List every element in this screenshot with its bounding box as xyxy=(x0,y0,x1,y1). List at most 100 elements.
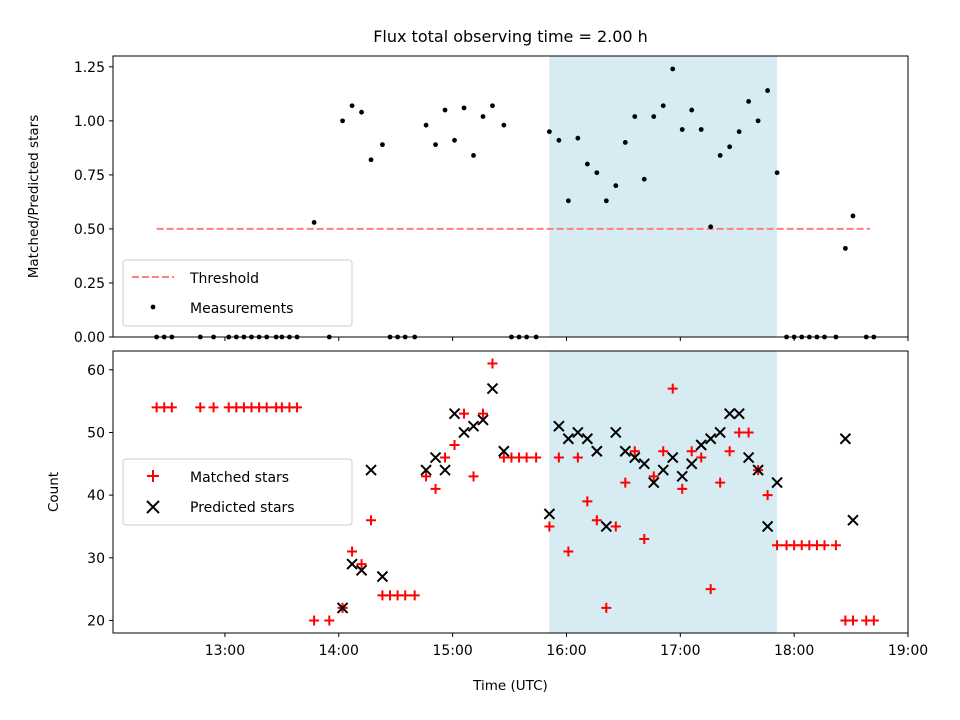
count-panel-ticks: 20 30 40 50 60 13:00 14:00 15:00 16:00 17:00 18:00… xyxy=(87,363,928,659)
measurement-point xyxy=(765,88,770,93)
predicted-star-point xyxy=(581,433,594,445)
matched-star-point xyxy=(648,471,659,482)
matched-star-point xyxy=(400,590,411,601)
predicted-star-point xyxy=(365,464,377,476)
predicted-star-point xyxy=(714,426,726,439)
measurement-point xyxy=(461,105,467,111)
predicted-stars-points xyxy=(336,382,859,614)
measurement-point xyxy=(632,114,638,119)
predicted-star-point xyxy=(610,426,622,439)
matched-star-point xyxy=(409,590,420,601)
x-tick-label: 13:00 xyxy=(205,643,245,659)
matched-star-point xyxy=(601,602,612,613)
matched-star-point xyxy=(572,452,583,463)
measurement-point xyxy=(708,224,714,230)
matched-star-point xyxy=(868,615,879,626)
legend-measurements-swatch xyxy=(150,304,156,310)
matched-star-point xyxy=(487,358,498,369)
count-y-tick-label: 20 xyxy=(87,613,105,629)
matched-star-point xyxy=(459,408,470,419)
predicted-star-point xyxy=(676,470,688,483)
predicted-star-point xyxy=(648,476,660,489)
predicted-star-point xyxy=(420,464,432,476)
predicted-star-point xyxy=(695,439,707,451)
measurement-point xyxy=(490,103,495,109)
measurement-point xyxy=(736,129,742,135)
matched-star-point xyxy=(610,521,621,532)
matched-star-point xyxy=(629,446,640,457)
x-tick-label: 19:00 xyxy=(888,643,928,659)
matched-star-point xyxy=(553,452,564,463)
ratio-legend: Threshold Measurements xyxy=(122,259,353,327)
predicted-star-point xyxy=(629,451,641,464)
count-panel-frame xyxy=(112,350,909,634)
ratio-y-tick-label: 0.50 xyxy=(74,222,105,238)
matched-star-point xyxy=(366,515,377,526)
measurement-point xyxy=(340,118,345,124)
chart-title: Flux total observing time = 2.00 h xyxy=(373,27,648,46)
measurement-point xyxy=(679,127,685,132)
matched-star-point xyxy=(696,452,707,463)
matched-star-point xyxy=(667,383,678,394)
x-tick-label: 18:00 xyxy=(774,643,814,659)
measurement-point xyxy=(584,161,590,167)
measurement-point xyxy=(698,127,704,132)
measurement-point xyxy=(380,142,385,148)
predicted-star-point xyxy=(553,420,565,432)
matched-star-point xyxy=(195,402,206,413)
predicted-star-point xyxy=(685,458,698,470)
matched-star-point xyxy=(658,446,669,457)
count-y-tick-label: 60 xyxy=(87,363,105,379)
legend-matched-swatch xyxy=(147,470,159,482)
count-y-tick-label: 50 xyxy=(87,425,105,441)
predicted-star-point xyxy=(498,445,510,457)
matched-star-point xyxy=(762,490,773,501)
count-legend-box xyxy=(122,458,353,526)
predicted-star-point xyxy=(336,602,349,614)
ratio-panel: 0.00 0.25 0.50 0.75 1.00 1.25 Flux total obse… xyxy=(26,27,909,346)
ratio-y-tick-label: 0.75 xyxy=(74,168,105,184)
predicted-star-point xyxy=(429,451,442,464)
predicted-star-point xyxy=(771,476,783,489)
x-tick-label: 14:00 xyxy=(319,643,359,659)
predicted-star-point xyxy=(619,445,631,457)
predicted-star-point xyxy=(752,464,764,476)
matched-star-point xyxy=(724,446,735,457)
measurement-point xyxy=(689,107,695,113)
matched-star-point xyxy=(468,471,479,482)
matched-star-point xyxy=(847,615,858,626)
predicted-star-point xyxy=(839,433,852,445)
predicted-star-point xyxy=(667,451,679,464)
measurement-point xyxy=(368,157,374,163)
predicted-star-point xyxy=(467,420,480,432)
matched-star-point xyxy=(639,534,650,544)
measurement-point xyxy=(471,153,476,158)
matched-star-point xyxy=(743,427,754,438)
count-y-tick-label: 40 xyxy=(87,488,105,504)
measurement-point xyxy=(755,118,761,124)
matched-star-point xyxy=(734,427,745,438)
matched-star-point xyxy=(705,584,716,595)
count-y-tick-label: 30 xyxy=(87,551,105,567)
measurement-point xyxy=(842,245,848,251)
predicted-star-point xyxy=(439,464,451,476)
x-tick-label: 16:00 xyxy=(546,643,586,659)
predicted-star-point xyxy=(458,426,470,439)
matched-star-point xyxy=(591,515,602,526)
matched-star-point xyxy=(324,615,335,626)
count-panel: 20 30 40 50 60 13:00 14:00 15:00 16:00 17:00 18:00… xyxy=(46,350,928,694)
predicted-star-point xyxy=(591,445,603,457)
measurement-point xyxy=(452,137,457,143)
predicted-star-point xyxy=(346,558,358,570)
matched-star-point xyxy=(166,402,177,413)
measurement-point xyxy=(613,183,619,189)
ratio-panel-ticks: 0.00 0.25 0.50 0.75 1.00 1.25 xyxy=(74,60,909,346)
measurement-point xyxy=(442,107,448,113)
measurement-point xyxy=(423,122,429,128)
x-tick-label: 17:00 xyxy=(660,643,700,659)
measurement-point xyxy=(774,170,780,176)
measurement-point xyxy=(660,103,666,109)
measurement-point xyxy=(349,103,355,109)
matched-star-point xyxy=(430,483,441,494)
